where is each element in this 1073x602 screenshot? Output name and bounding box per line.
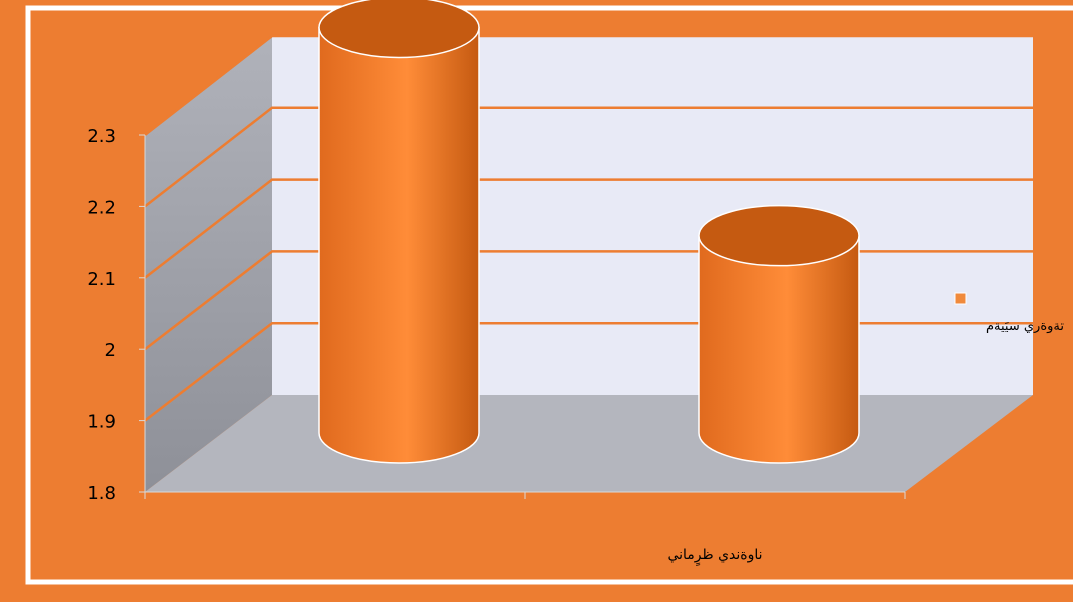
gridline bbox=[144, 106, 1033, 208]
y-axis-ticks: 1.8 1.9 2 2.1 2.2 2.3 bbox=[87, 126, 146, 504]
bar-top bbox=[698, 204, 860, 267]
legend-swatch bbox=[954, 292, 967, 305]
floor bbox=[145, 395, 1033, 492]
bar-top bbox=[318, 0, 480, 59]
bar-body bbox=[318, 26, 480, 464]
y-tick-label: 2.1 bbox=[87, 269, 116, 290]
y-tick-label: 2.2 bbox=[87, 197, 116, 218]
gridline bbox=[144, 178, 1033, 279]
y-tick-label: 2 bbox=[105, 340, 116, 361]
side-wall bbox=[145, 36, 272, 492]
bar bbox=[698, 204, 860, 464]
legend-label: تةوةري سيَيةم bbox=[986, 319, 1064, 334]
y-tick-label: 2.3 bbox=[87, 126, 116, 147]
gridline bbox=[144, 34, 1033, 136]
x-category-label: ناوةندي ظرٍماني bbox=[667, 547, 762, 566]
y-tick-label: 1.8 bbox=[87, 483, 116, 504]
bar bbox=[318, 0, 480, 464]
bars bbox=[318, 0, 860, 464]
y-tick-label: 1.9 bbox=[87, 412, 116, 433]
bar-body bbox=[698, 234, 860, 464]
